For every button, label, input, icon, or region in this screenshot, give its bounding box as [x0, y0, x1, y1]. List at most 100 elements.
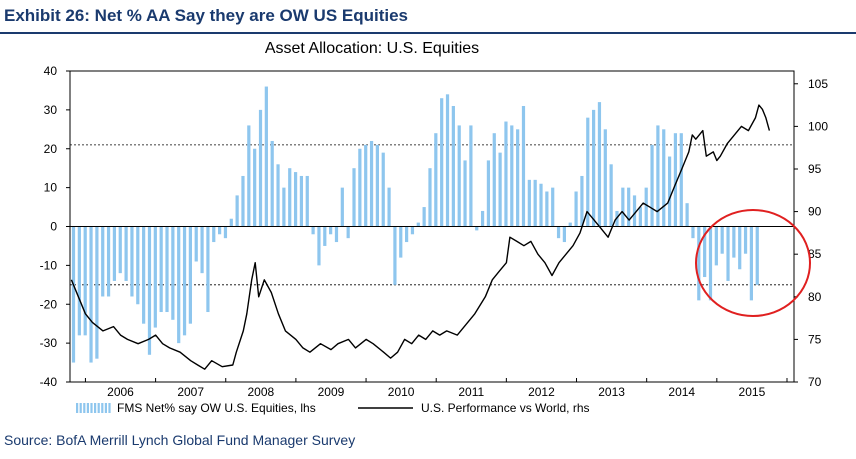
- bar: [480, 210, 485, 227]
- bar: [592, 109, 596, 227]
- legend-bar-swatch-stripe: [83, 403, 86, 413]
- bar: [369, 140, 374, 227]
- bar-series: [71, 86, 759, 363]
- x-tick-label: 2007: [177, 385, 204, 399]
- bar: [299, 175, 304, 227]
- legend-bar-swatch-stripe: [76, 403, 79, 413]
- x-tick-label: 2006: [107, 385, 134, 399]
- legend-bar-swatch-stripe: [104, 403, 107, 413]
- bar: [77, 226, 81, 336]
- performance-line: [70, 104, 771, 370]
- bar: [527, 179, 531, 227]
- bar: [445, 94, 450, 227]
- legend-line-label: U.S. Performance vs World, rhs: [421, 401, 590, 415]
- bar: [106, 226, 111, 297]
- bar: [375, 144, 379, 227]
- bar: [288, 168, 292, 227]
- bar: [516, 129, 520, 227]
- bar: [276, 164, 280, 227]
- bar: [200, 226, 204, 274]
- bar: [545, 191, 549, 227]
- axes: -40 -30 -20 -10 0 10 20 30 40 70 75 80 85 90 95 100 105 2…: [40, 64, 829, 399]
- bar: [253, 148, 257, 227]
- bar: [381, 152, 385, 227]
- chart: Asset Allocation: U.S. Equities -40 -30 -2…: [40, 40, 829, 415]
- bar: [428, 168, 432, 227]
- bar: [568, 222, 572, 227]
- legend-bar-swatch-stripe: [108, 403, 111, 413]
- bar: [311, 226, 315, 235]
- bar: [101, 226, 105, 297]
- bar: [71, 226, 76, 363]
- bar: [83, 226, 87, 336]
- x-tick-label: 2010: [388, 385, 415, 399]
- bar: [89, 226, 93, 363]
- y-right-tick-label: 80: [808, 290, 822, 304]
- bar: [551, 187, 555, 227]
- bar: [229, 218, 233, 227]
- bar: [147, 226, 152, 355]
- legend-bar-swatch: [76, 403, 111, 413]
- bar: [206, 226, 210, 313]
- bar: [223, 226, 228, 239]
- bar: [656, 125, 660, 227]
- y-left-tick-label: -20: [40, 297, 58, 311]
- exhibit-title: Exhibit 26: Net % AA Say they are OW US …: [4, 6, 409, 25]
- bar: [241, 175, 245, 227]
- legend: FMS Net% say OW U.S. Equities, lhs U.S. …: [76, 401, 590, 415]
- bar: [112, 226, 117, 281]
- bar: [667, 156, 672, 227]
- bar: [323, 226, 327, 246]
- y-left-tick-label: 20: [44, 142, 58, 156]
- bar: [364, 144, 368, 227]
- bar: [603, 129, 607, 227]
- bar: [416, 222, 420, 227]
- bar: [235, 195, 239, 227]
- bar: [732, 226, 736, 258]
- bar: [562, 226, 566, 243]
- y-right-tick-label: 85: [808, 247, 822, 261]
- bar: [644, 187, 648, 227]
- bar: [387, 187, 391, 227]
- line-series: [70, 104, 771, 370]
- bar: [498, 152, 502, 227]
- bar: [329, 226, 333, 235]
- x-tick-label: 2012: [528, 385, 555, 399]
- bar: [422, 207, 426, 227]
- x-tick-label: 2008: [247, 385, 274, 399]
- bar: [469, 125, 473, 227]
- bar: [627, 187, 631, 227]
- bar: [504, 121, 508, 227]
- x-tick-label: 2009: [318, 385, 345, 399]
- bar: [662, 129, 666, 227]
- bar: [440, 98, 444, 227]
- bar: [521, 105, 526, 227]
- y-left-tick-label: 0: [50, 220, 57, 234]
- y-left-tick-label: -10: [40, 258, 58, 272]
- bar: [621, 187, 625, 227]
- y-left-tick-label: -40: [40, 375, 58, 389]
- legend-bars-label: FMS Net% say OW U.S. Equities, lhs: [117, 401, 316, 415]
- bar: [708, 226, 713, 301]
- bar: [293, 172, 298, 227]
- bar: [679, 133, 683, 227]
- bar: [673, 133, 678, 227]
- bar: [463, 160, 467, 227]
- bar: [317, 226, 321, 266]
- bar: [188, 226, 192, 324]
- bar: [340, 187, 344, 227]
- bar: [171, 226, 175, 320]
- bar: [650, 144, 654, 227]
- y-right-tick-label: 95: [808, 162, 822, 176]
- title-rule: [0, 32, 856, 34]
- x-tick-label: 2014: [668, 385, 695, 399]
- bar: [95, 226, 99, 359]
- bar: [632, 195, 637, 227]
- bar: [451, 105, 455, 227]
- bar: [533, 179, 537, 227]
- bar: [153, 226, 157, 328]
- bar: [697, 226, 701, 301]
- bar: [212, 226, 216, 243]
- bar: [358, 148, 362, 227]
- x-tick-label: 2011: [458, 385, 484, 399]
